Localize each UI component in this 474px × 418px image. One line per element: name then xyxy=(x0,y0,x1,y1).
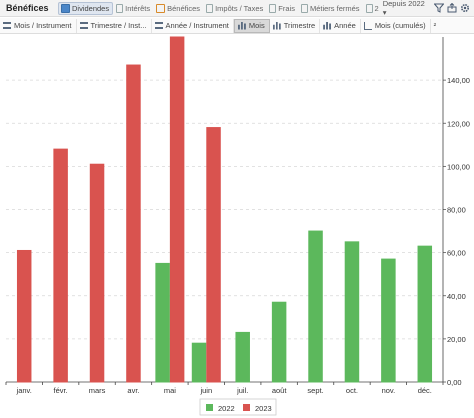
bar-2022-5 xyxy=(191,342,207,383)
tab-label: Dividendes xyxy=(72,3,110,13)
bar-2022-9 xyxy=(344,241,360,383)
bar-2022-11 xyxy=(417,245,433,383)
y-tick-label: 40,00 xyxy=(447,292,466,301)
subtab-label: Mois / Instrument xyxy=(14,21,72,30)
period-label: Depuis 2022 xyxy=(382,0,425,8)
bar-chart-icon xyxy=(272,21,281,30)
subtab-label: Trimestre xyxy=(283,21,316,30)
x-tick-label: juil. xyxy=(236,386,248,395)
tab-dividends[interactable]: Dividendes xyxy=(58,1,114,15)
y-tick-label: 80,00 xyxy=(447,206,466,215)
bar-chart-icon xyxy=(323,21,332,30)
tab-label: 2 xyxy=(374,3,379,13)
subtab-month-cumulative[interactable]: Mois (cumulés) xyxy=(361,18,431,33)
more-icon xyxy=(365,3,373,13)
subtab-label: Année xyxy=(334,21,356,30)
x-tick-label: déc. xyxy=(418,386,432,395)
legend-box xyxy=(199,398,277,416)
tab-label: Métiers fermés xyxy=(309,3,360,13)
tab-label: Frais xyxy=(278,3,295,13)
legend-label-2023: 2023 xyxy=(255,404,272,413)
bar-2023-0 xyxy=(16,249,32,383)
legend-swatch-2022 xyxy=(206,404,213,411)
legend-swatch-2023 xyxy=(243,404,250,411)
x-tick-label: févr. xyxy=(54,386,68,395)
subtab-more[interactable]: ² xyxy=(431,19,441,33)
x-tick-label: sept. xyxy=(307,386,323,395)
list-icon xyxy=(154,22,163,29)
view-toolbar: Mois / Instrument Trimestre / Inst... An… xyxy=(0,18,474,34)
bar-chart: 0,00 20,00 40,00 60,00 80,00 100,00 120,00 140,… xyxy=(5,36,470,416)
line-chart-icon xyxy=(363,21,372,30)
y-tick-label: 0,00 xyxy=(447,378,462,387)
x-tick-label: juin xyxy=(199,386,212,395)
y-tick-label: 120,00 xyxy=(447,119,470,128)
export-icon[interactable] xyxy=(447,3,457,14)
bar-2023-2 xyxy=(89,163,105,383)
subtab-year-instrument[interactable]: Année / Instrument xyxy=(152,18,234,33)
subtab-year[interactable]: Année xyxy=(320,18,361,33)
subtab-label: Mois xyxy=(248,21,265,30)
filter-icon[interactable] xyxy=(433,3,444,14)
subtab-month[interactable]: Mois xyxy=(233,18,270,33)
x-tick-label: mars xyxy=(89,386,106,395)
bar-2022-8 xyxy=(308,230,323,383)
bar-2022-10 xyxy=(381,258,396,383)
x-tick-label: mai xyxy=(164,386,176,395)
subtab-quarter-instrument[interactable]: Trimestre / Inst... xyxy=(77,18,152,33)
bar-2022-7 xyxy=(271,301,287,383)
profits-icon xyxy=(156,3,166,13)
legend-label-2022: 2022 xyxy=(218,404,235,413)
tab-closed-trades[interactable]: Métiers fermés xyxy=(299,2,363,15)
tab-profits[interactable]: Bénéfices xyxy=(154,2,203,15)
period-selector[interactable]: Depuis 2022 ▾ xyxy=(383,0,427,17)
list-icon xyxy=(79,22,88,29)
list-icon xyxy=(3,22,11,29)
tab-fees[interactable]: Frais xyxy=(267,2,298,15)
bar-2023-1 xyxy=(53,148,68,383)
y-tick-label: 140,00 xyxy=(447,76,470,85)
dividends-icon xyxy=(61,3,70,13)
x-tick-label: août xyxy=(272,386,288,395)
gear-icon[interactable] xyxy=(460,3,470,14)
more-subtabs-label: ² xyxy=(433,21,437,30)
fees-icon xyxy=(269,3,277,13)
x-tick-label: oct. xyxy=(346,386,358,395)
y-tick-label: 20,00 xyxy=(447,335,466,344)
subtab-quarter[interactable]: Trimestre xyxy=(270,18,321,33)
tab-label: Intérêts xyxy=(125,3,151,13)
bar-2022-4 xyxy=(155,262,170,383)
tab-more[interactable]: 2 xyxy=(364,2,382,15)
y-tick-label: 60,00 xyxy=(447,249,466,258)
x-tick-label: nov. xyxy=(382,386,396,395)
tab-taxes[interactable]: Impôts / Taxes xyxy=(204,2,266,15)
closed-trades-icon xyxy=(300,3,308,13)
monthly-profits-chart: 0,00 20,00 40,00 60,00 80,00 100,00 120,00 140,… xyxy=(0,35,474,418)
x-tick-label: avr. xyxy=(127,386,139,395)
tab-interest[interactable]: Intérêts xyxy=(114,2,153,15)
chevron-down-icon: ▾ xyxy=(382,8,387,17)
subtab-label: Mois (cumulés) xyxy=(374,21,426,30)
subtab-month-instrument[interactable]: Mois / Instrument xyxy=(0,18,77,33)
bar-chart-icon xyxy=(237,21,246,30)
page-title: Bénéfices xyxy=(6,3,49,13)
bar-2023-5 xyxy=(206,127,221,383)
y-tick-label: 100,00 xyxy=(447,162,470,171)
interest-icon xyxy=(116,3,124,13)
bar-2022-6 xyxy=(235,331,250,383)
taxes-icon xyxy=(206,3,214,13)
x-tick-label: janv. xyxy=(16,386,32,395)
bar-2023-4 xyxy=(169,36,185,383)
main-toolbar: Bénéfices Dividendes Intérêts Bénéfices … xyxy=(0,0,474,17)
legend: 2022 2023 xyxy=(199,398,277,416)
subtab-label: Année / Instrument xyxy=(165,21,229,30)
subtab-label: Trimestre / Inst... xyxy=(90,21,147,30)
tab-label: Bénéfices xyxy=(167,3,201,13)
bar-2023-3 xyxy=(126,64,141,383)
right-tools: Depuis 2022 ▾ xyxy=(383,0,474,17)
tab-label: Impôts / Taxes xyxy=(215,3,264,13)
